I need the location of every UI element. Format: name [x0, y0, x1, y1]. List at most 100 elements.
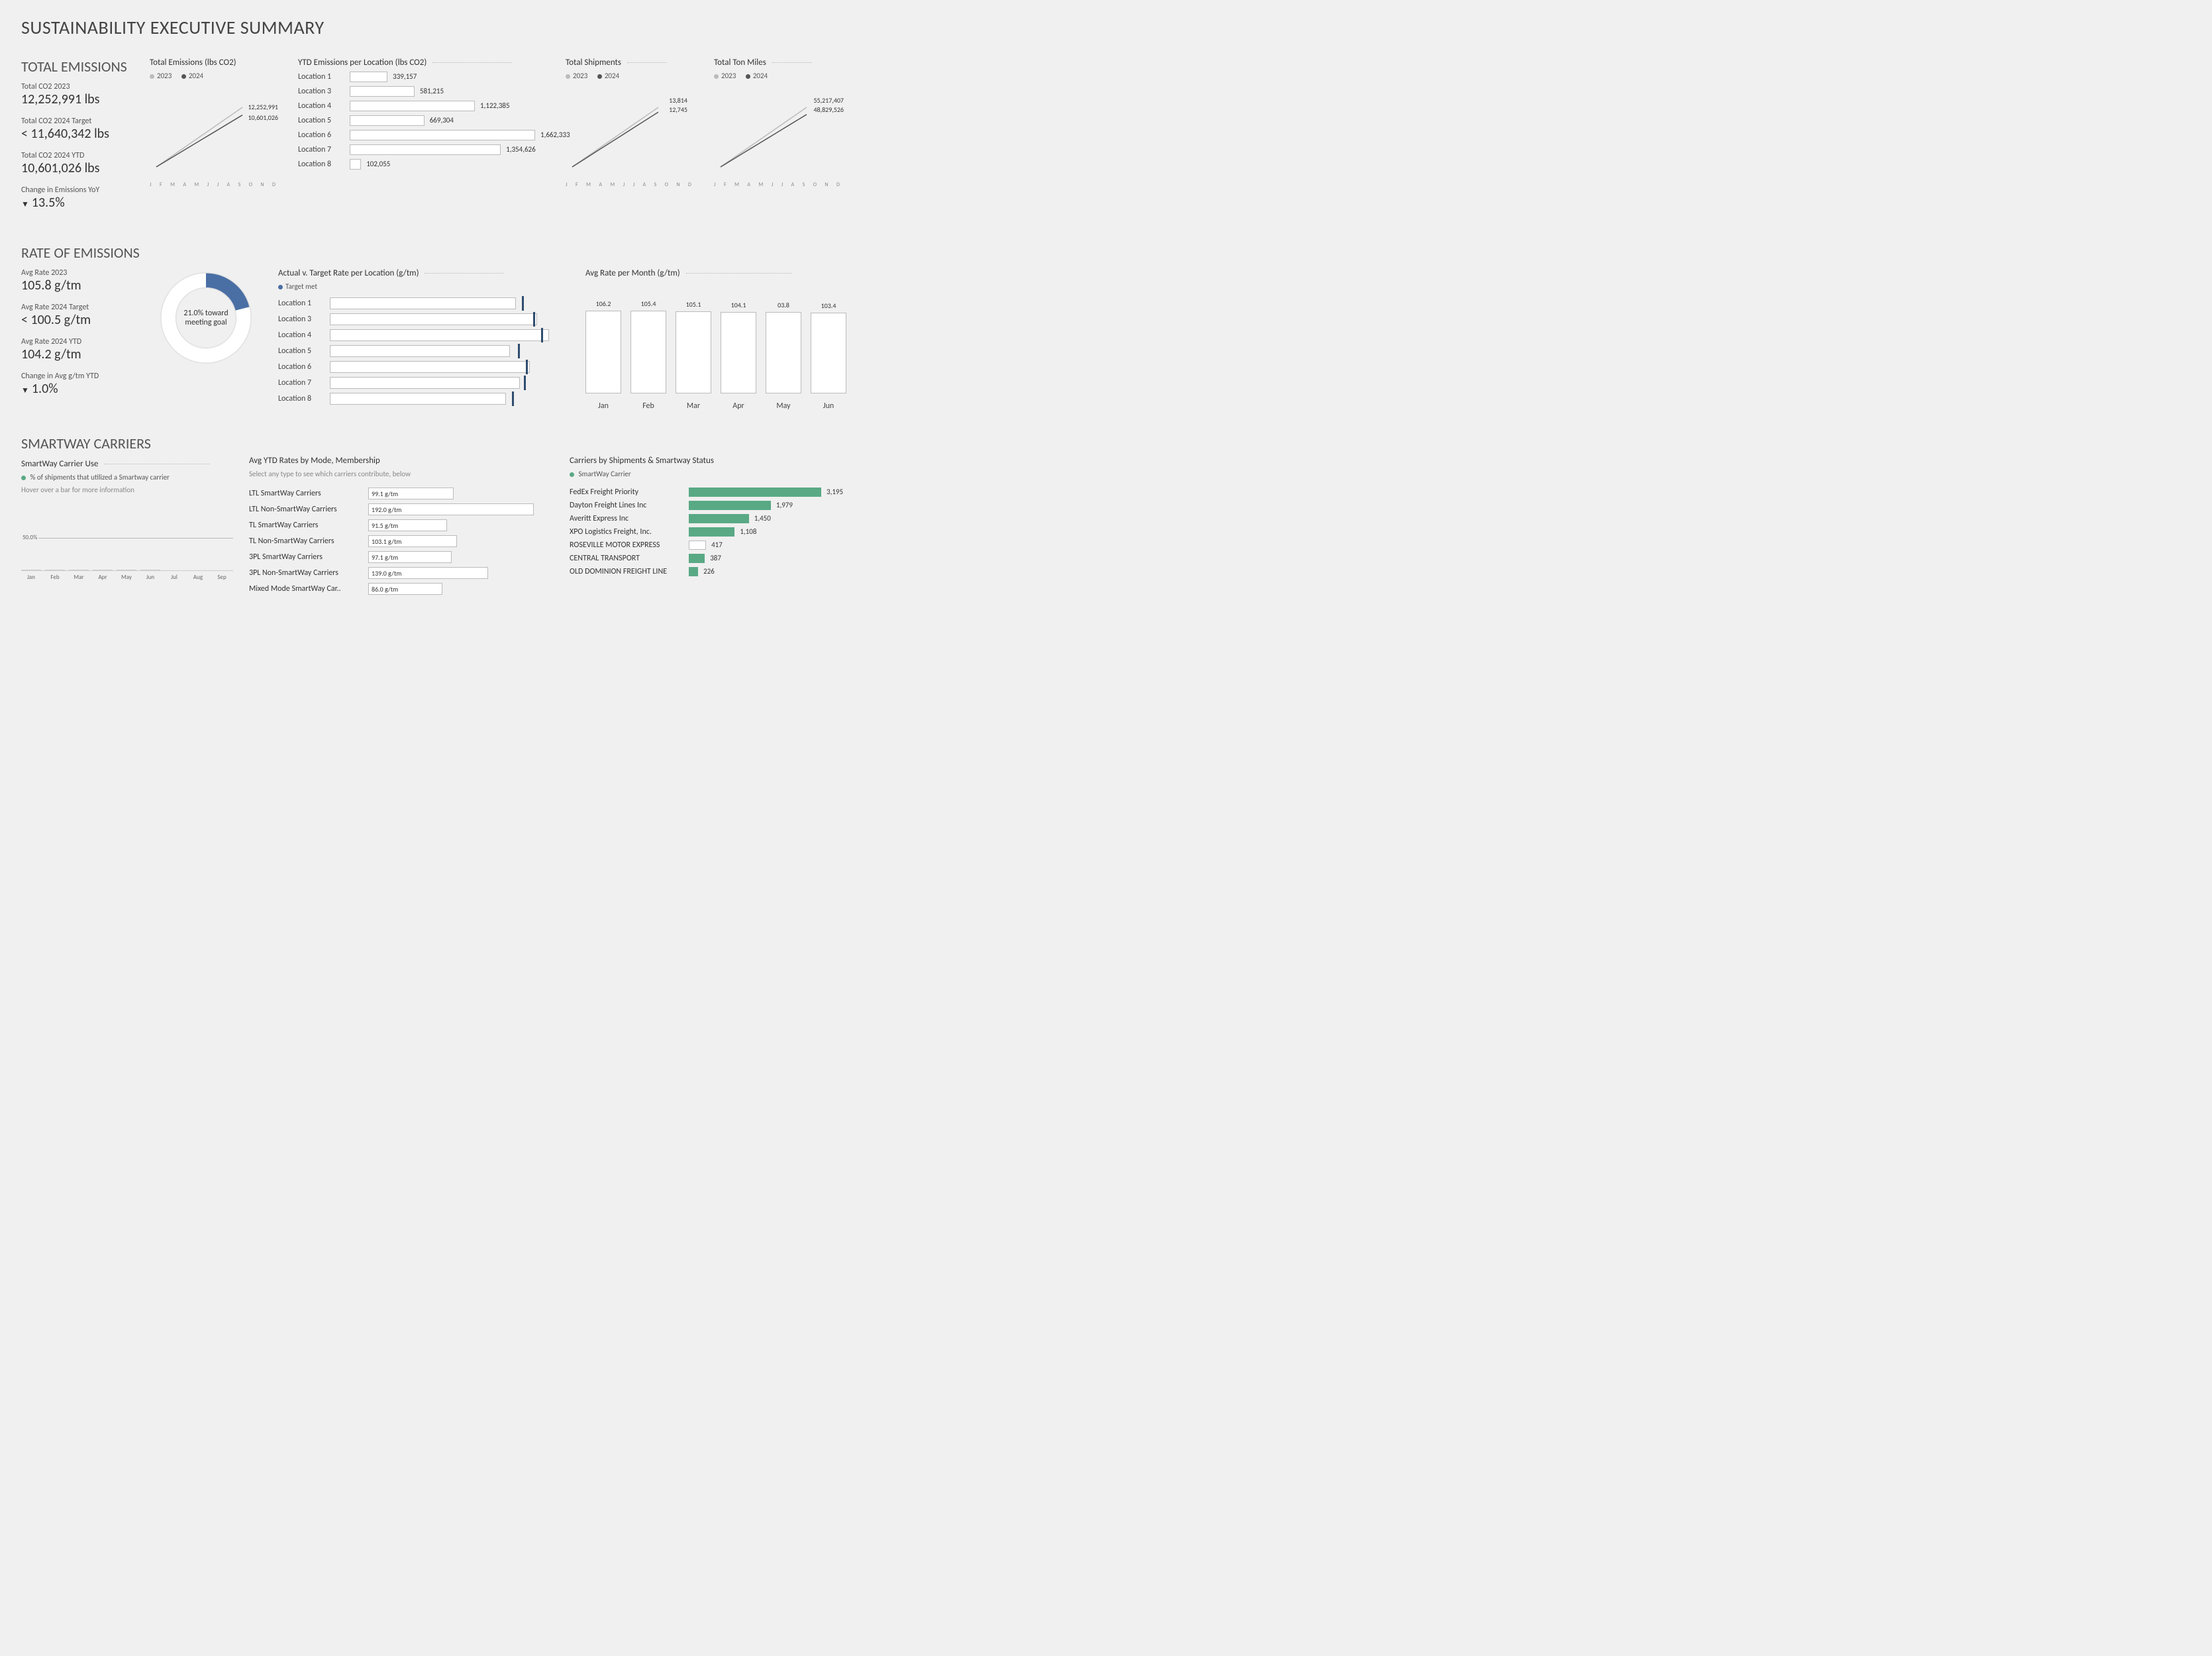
x-tick: A	[747, 181, 750, 188]
month-bar: 104.1	[721, 301, 756, 393]
kpi-label: Avg Rate 2024 YTD	[21, 337, 134, 346]
mode-row[interactable]: 3PL SmartWay Carriers97.1 g/tm	[249, 551, 554, 563]
x-tick: S	[803, 181, 805, 188]
goal-donut: 21.0% toward meeting goal	[156, 268, 256, 368]
avg-rate-month-chart: 106.2105.4105.1104.103.8103.4	[585, 294, 864, 393]
carrier-value: 1,450	[754, 514, 771, 523]
location-bar	[350, 101, 475, 111]
total-emissions-line-chart: 12,252,991 10,601,026 JFMAMJJASOND	[150, 84, 276, 177]
carrier-use-x-label: Jul	[164, 574, 184, 581]
total-tonmiles-chart: 55,217,407 48,829,526 JFMAMJJASOND	[714, 84, 840, 177]
month-bar-value: 106.2	[596, 299, 611, 308]
donut-text-2: meeting goal	[173, 318, 239, 327]
section-rate-of-emissions: RATE OF EMISSIONS Avg Rate 2023105.8 g/t…	[21, 244, 827, 411]
mode-row[interactable]: Mixed Mode SmartWay Car..86.0 g/tm	[249, 583, 554, 595]
carrier-use-legend: % of shipments that utilized a Smartway …	[21, 473, 233, 482]
carrier-use-x-label: Aug	[188, 574, 208, 581]
total-tonmiles-title: Total Ton Miles	[714, 58, 846, 68]
carrier-label: Averitt Express Inc	[570, 514, 689, 523]
kpi-value: 12,252,991 lbs	[21, 91, 134, 107]
mode-row[interactable]: 3PL Non-SmartWay Carriers139.0 g/tm	[249, 567, 554, 579]
avt-target-tick	[524, 376, 526, 390]
month-bar: 103.4	[811, 301, 846, 393]
mode-row[interactable]: LTL SmartWay Carriers99.1 g/tm	[249, 488, 554, 499]
carrier-use-x-label: Jan	[21, 574, 41, 581]
x-tick: J	[217, 181, 219, 188]
mode-label: TL Non-SmartWay Carriers	[249, 537, 368, 546]
kpi-value: < 100.5 g/tm	[21, 312, 134, 328]
location-bar-row: Location 71,354,626	[298, 144, 550, 155]
x-tick: A	[791, 181, 795, 188]
kpi-label: Total CO2 2024 YTD	[21, 151, 134, 160]
x-tick: N	[676, 181, 679, 188]
mode-row[interactable]: TL SmartWay Carriers91.5 g/tm	[249, 519, 554, 531]
location-bar-row: Location 1 339,157	[298, 72, 550, 82]
carrier-label: Dayton Freight Lines Inc	[570, 501, 689, 510]
kpi-label: Total CO2 2024 Target	[21, 117, 134, 126]
x-tick: J	[781, 181, 783, 188]
mode-label: TL SmartWay Carriers	[249, 521, 368, 530]
mode-row[interactable]: LTL Non-SmartWay Carriers192.0 g/tm	[249, 503, 554, 515]
carrier-use-hint: Hover over a bar for more information	[21, 486, 233, 494]
month-bar: 03.8	[766, 301, 801, 393]
avt-label: Location 8	[278, 394, 325, 403]
kpi-label: Total CO2 2023	[21, 82, 134, 91]
carrier-use-x-label: Sep	[212, 574, 232, 581]
mode-row[interactable]: TL Non-SmartWay Carriers103.1 g/tm	[249, 535, 554, 547]
total-emissions-chart-title: Total Emissions (lbs CO2)	[150, 58, 282, 68]
mode-bar: 192.0 g/tm	[368, 503, 534, 515]
mode-bar: 91.5 g/tm	[368, 519, 447, 531]
mode-bar: 99.1 g/tm	[368, 488, 454, 499]
month-bar-column	[676, 311, 711, 393]
kpi-value: 13.5%	[21, 195, 134, 211]
x-tick: F	[160, 181, 162, 188]
kpi: Total CO2 2024 YTD10,601,026 lbs	[21, 151, 134, 176]
x-tick: S	[654, 181, 657, 188]
location-bar	[350, 72, 387, 82]
kpi-value: 104.2 g/tm	[21, 346, 134, 362]
location-bar-value: 339,157	[393, 72, 417, 81]
avt-target-tick	[518, 344, 520, 358]
month-bar-value: 103.4	[821, 301, 836, 310]
carrier-bar	[689, 527, 734, 537]
carrier-use-x-label: Mar	[69, 574, 89, 581]
location-label: Location 7	[298, 145, 344, 154]
location-label: Location 8	[298, 160, 344, 169]
x-tick: N	[825, 181, 828, 188]
total-shipments-chart: 13,814 12,745 JFMAMJJASOND	[566, 84, 691, 177]
avt-target-tick	[533, 312, 535, 327]
avt-target-tick	[522, 296, 524, 311]
x-tick: F	[724, 181, 727, 188]
x-tick: D	[836, 181, 840, 188]
location-bar-row: Location 5669,304	[298, 115, 550, 126]
month-x-label: Feb	[630, 401, 666, 411]
location-bar-row: Location 41,122,385	[298, 101, 550, 111]
kpi-value: 1.0%	[21, 381, 134, 397]
avt-actual-bar	[330, 361, 530, 373]
x-tick: O	[249, 181, 252, 188]
kpi-value: < 11,640,342 lbs	[21, 126, 134, 142]
smartway-title: SMARTWAY CARRIERS	[21, 435, 233, 452]
x-tick: J	[207, 181, 209, 188]
carrier-use-x-label: Feb	[45, 574, 65, 581]
actual-v-target-legend: Target met	[278, 282, 570, 291]
x-tick: M	[194, 181, 199, 188]
carriers-by-shipments-legend: SmartWay Carrier	[570, 470, 848, 478]
x-tick: A	[183, 181, 186, 188]
carrier-bar	[689, 514, 749, 523]
location-label: Location 1	[298, 72, 344, 81]
section-total-emissions: TOTAL EMISSIONS Total CO2 202312,252,991…	[21, 58, 827, 220]
carrier-row: OLD DOMINION FREIGHT LINE226	[570, 567, 848, 576]
x-tick: J	[623, 181, 625, 188]
ytd-per-location-title: YTD Emissions per Location (lbs CO2)	[298, 58, 550, 68]
total-tonmiles-legend: 2023 2024	[714, 72, 846, 80]
kpi-label: Change in Emissions YoY	[21, 185, 134, 195]
location-label: Location 3	[298, 87, 344, 96]
avt-actual-bar	[330, 393, 506, 405]
month-bar: 106.2	[585, 299, 621, 394]
location-bar	[350, 130, 535, 140]
location-bar-row: Location 61,662,333	[298, 130, 550, 140]
avt-actual-bar	[330, 313, 537, 325]
x-tick: D	[272, 181, 276, 188]
month-bar-column	[585, 311, 621, 394]
